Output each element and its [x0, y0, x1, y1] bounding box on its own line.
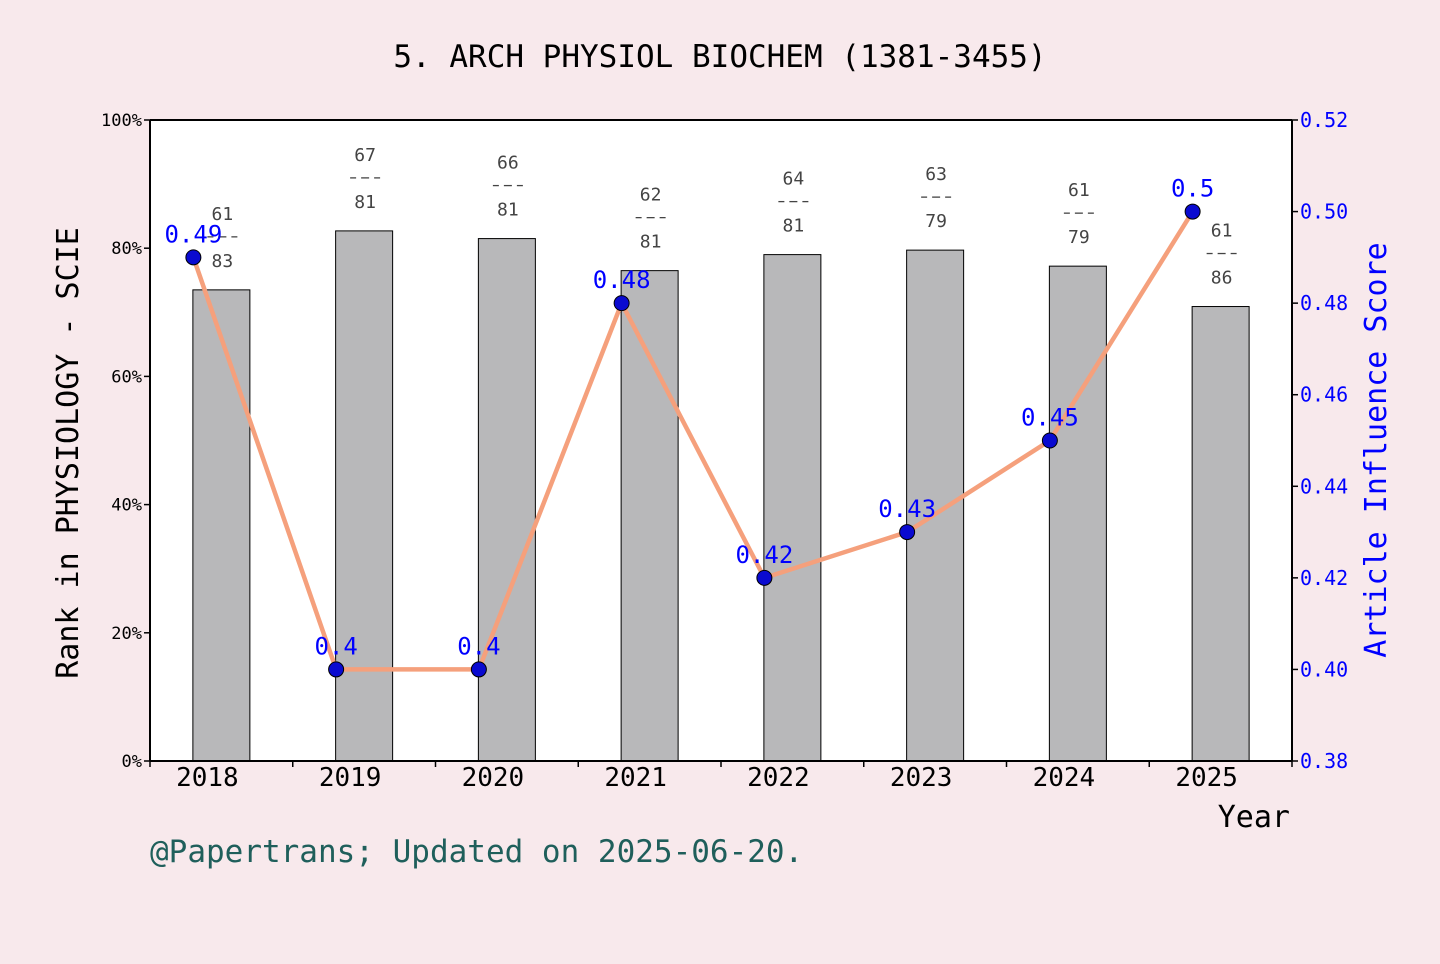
ais-line — [191, 210, 1195, 672]
y-tick-label: 20% — [111, 624, 142, 644]
x-tick-label: 2025 — [1175, 763, 1238, 793]
x-tick-label: 2019 — [319, 763, 382, 793]
x-tick-label: 2020 — [462, 763, 525, 793]
rank-label-top: 62 — [640, 185, 662, 206]
rank-label-bottom: 81 — [497, 200, 519, 221]
bar — [906, 249, 965, 762]
footer-note: @Papertrans; Updated on 2025-06-20. — [150, 834, 804, 870]
ais-point — [1041, 432, 1058, 449]
ais-point-label: 0.45 — [1021, 404, 1079, 432]
chart-title: 5. ARCH PHYSIOL BIOCHEM (1381-3455) — [393, 39, 1046, 75]
y2-tick-label: 0.44 — [1300, 474, 1348, 498]
y2-tick-label: 0.38 — [1300, 749, 1348, 773]
bar — [335, 230, 394, 762]
ais-point-label: 0.5 — [1171, 175, 1214, 203]
rank-label-bottom: 79 — [1068, 227, 1090, 248]
bar — [620, 270, 679, 762]
x-axis-label: Year — [1218, 800, 1290, 835]
ais-point-label: 0.42 — [735, 541, 793, 569]
ais-point — [185, 249, 202, 266]
rank-label-bottom: 81 — [640, 232, 662, 253]
y-tick-label: 0% — [122, 752, 142, 772]
rank-label-bottom: 81 — [354, 192, 376, 213]
ais-point-label: 0.4 — [457, 632, 500, 660]
rank-label-top: 61 — [1211, 221, 1233, 242]
y2-tick-label: 0.40 — [1300, 657, 1348, 681]
x-tick-label: 2023 — [890, 763, 953, 793]
bar — [477, 238, 536, 762]
y2-axis-label: Article Influence Score — [1359, 242, 1394, 657]
ais-point-label: 0.4 — [314, 632, 357, 660]
bar — [192, 289, 251, 762]
x-tick-label: 2021 — [604, 763, 667, 793]
y-tick-label: 60% — [111, 367, 142, 387]
ais-point-label: 0.49 — [164, 220, 222, 248]
rank-label-top: 61 — [1068, 180, 1090, 201]
ais-point — [756, 569, 773, 586]
x-tick-label: 2018 — [176, 763, 239, 793]
ais-point-label: 0.43 — [878, 495, 936, 523]
ais-point — [328, 661, 345, 678]
ais-point — [470, 661, 487, 678]
y-axis-label: Rank in PHYSIOLOGY - SCIE — [51, 227, 86, 679]
ais-point — [899, 524, 916, 541]
y2-tick-label: 0.42 — [1300, 566, 1348, 590]
ais-point — [613, 295, 630, 312]
y2-tick-label: 0.52 — [1300, 108, 1348, 132]
ais-point — [1184, 203, 1201, 220]
rank-label-top: 61 — [212, 204, 234, 225]
plot-area — [150, 120, 1292, 761]
rank-label-top: 64 — [783, 169, 805, 190]
rank-label-top: 63 — [925, 164, 947, 185]
rank-label-top: 67 — [354, 145, 376, 166]
ais-point-label: 0.48 — [593, 266, 651, 294]
rank-label-bottom: 81 — [783, 216, 805, 237]
x-tick-label: 2024 — [1033, 763, 1096, 793]
y-tick-label: 80% — [111, 239, 142, 259]
x-tick-label: 2022 — [747, 763, 810, 793]
rank-label-bottom: 86 — [1211, 268, 1233, 289]
rank-label-bottom: 83 — [212, 251, 234, 272]
rank-label-bottom: 79 — [925, 211, 947, 232]
y2-tick-label: 0.50 — [1300, 200, 1348, 224]
bar — [1191, 306, 1250, 762]
bar — [763, 254, 822, 762]
y2-tick-label: 0.46 — [1300, 383, 1348, 407]
bar — [1048, 265, 1107, 762]
rank-label-top: 66 — [497, 153, 519, 174]
y-tick-label: 40% — [111, 496, 142, 516]
y-tick-label: 100% — [101, 111, 142, 131]
y2-tick-label: 0.48 — [1300, 291, 1348, 315]
